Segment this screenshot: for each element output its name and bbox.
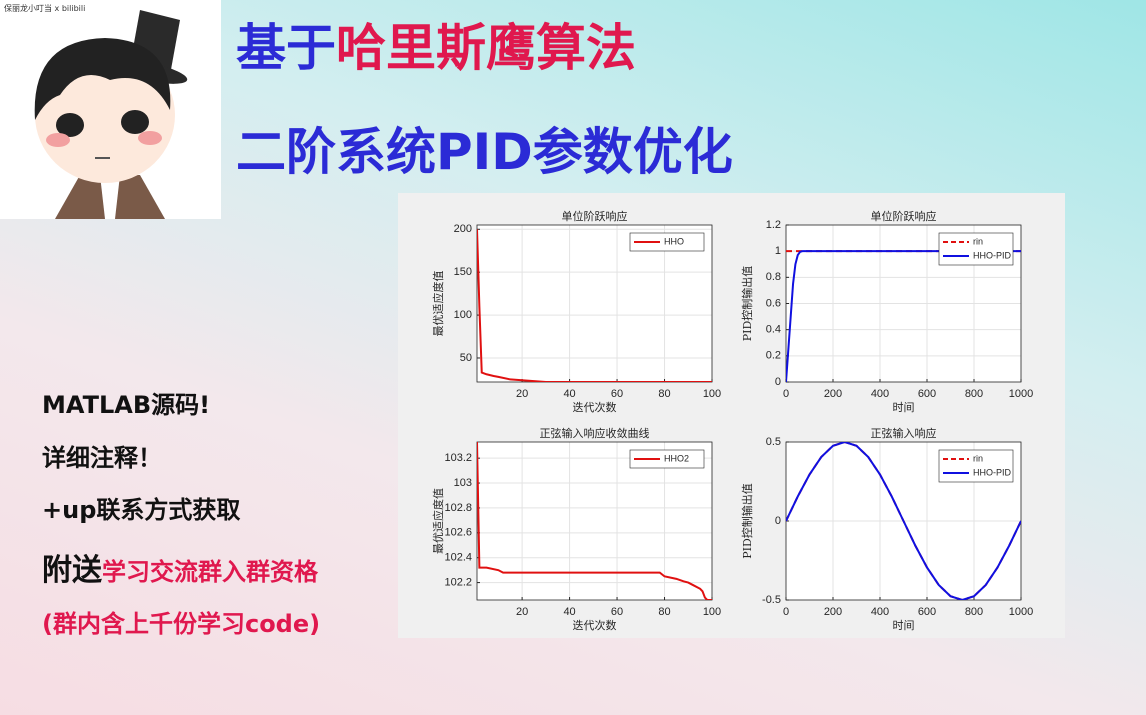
series-line: [477, 229, 712, 382]
chart: 0 200 400 600 800 1000 0 0.2 0.4 0.6 0.8 1 1.2 单位阶跃响应…: [740, 209, 1033, 414]
y-tick-label: 102.4: [444, 552, 472, 564]
x-tick-label: 1000: [1009, 606, 1033, 618]
chart-title: 单位阶跃响应: [562, 209, 628, 223]
legend-box: [629, 449, 705, 469]
axes-frame: [785, 224, 1022, 383]
y-tick-label: 0: [775, 376, 781, 388]
x-tick-label: 80: [658, 606, 670, 618]
y-tick-label: 102.8: [444, 502, 472, 514]
y-tick-label: 102.6: [444, 527, 472, 539]
x-tick-label: 80: [658, 388, 670, 400]
x-tick-label: 800: [965, 388, 983, 400]
axes-frame: [476, 441, 713, 601]
y-tick-label: 102.2: [444, 576, 472, 588]
legend-label: HHO2: [664, 453, 689, 463]
x-tick-label: 20: [516, 606, 528, 618]
x-tick-label: 40: [563, 388, 575, 400]
x-tick-label: 100: [703, 388, 721, 400]
chart: 20 40 60 80 100 102.2 102.4 102.6 102.8 103 103.2 正…: [431, 426, 721, 632]
headline-2: 二阶系统PID参数优化: [236, 112, 733, 184]
y-tick-label: 1: [775, 245, 781, 257]
y-tick-label: 103: [454, 477, 472, 489]
y-tick-label: -0.5: [762, 594, 781, 606]
legend-label: HHO-PID: [973, 467, 1012, 477]
x-tick-label: 0: [783, 388, 789, 400]
chart-title: 单位阶跃响应: [871, 209, 937, 223]
legend-label: HHO: [664, 236, 684, 246]
note: 附送学习交流群入群资格: [42, 545, 318, 589]
legend-box: [938, 449, 1014, 483]
x-tick-label: 0: [783, 606, 789, 618]
x-tick-label: 200: [824, 388, 842, 400]
y-axis-label: PID控制输出值: [740, 483, 754, 559]
y-tick-label: 0: [775, 515, 781, 527]
headline-1: 基于哈里斯鹰算法: [236, 8, 636, 80]
y-axis-label: 最优适应度值: [431, 488, 445, 554]
note-text: MATLAB源码!: [42, 391, 211, 419]
x-tick-label: 20: [516, 388, 528, 400]
y-axis-label: PID控制输出值: [740, 266, 754, 342]
y-tick-label: 0.2: [766, 350, 781, 362]
y-tick-label: 0.6: [766, 297, 781, 309]
x-tick-label: 400: [871, 606, 889, 618]
x-tick-label: 40: [563, 606, 575, 618]
x-tick-label: 60: [611, 388, 623, 400]
y-tick-label: 0.4: [766, 324, 781, 336]
legend-label: HHO-PID: [973, 250, 1012, 260]
chart-title: 正弦输入响应收敛曲线: [540, 426, 650, 440]
plot-area: [477, 442, 712, 600]
y-tick-label: 50: [460, 352, 472, 364]
x-tick-label: 800: [965, 606, 983, 618]
x-axis-label: 迭代次数: [573, 618, 617, 632]
legend-box: [938, 232, 1014, 266]
y-tick-label: 0.8: [766, 271, 781, 283]
note-text: 附送: [42, 553, 102, 588]
avatar-caption: 保丽龙小叮当 x bilibili: [4, 3, 85, 13]
y-tick-label: 200: [454, 223, 472, 235]
note-text: +up联系方式获取: [42, 496, 241, 524]
x-axis-label: 迭代次数: [573, 400, 617, 414]
chart: 0 200 400 600 800 1000-0.500.5正弦输入响应时间PID控制输出…: [740, 426, 1033, 632]
x-tick-label: 400: [871, 388, 889, 400]
headline-text: 二阶系统PID参数优化: [236, 123, 733, 181]
legend-label: rin: [973, 236, 983, 246]
y-tick-label: 1.2: [766, 219, 781, 231]
y-tick-label: 0.5: [766, 436, 781, 448]
avatar: 保丽龙小叮当 x bilibili: [0, 0, 221, 219]
note-text: 学习交流群入群资格: [102, 558, 318, 586]
y-axis-label: 最优适应度值: [431, 271, 445, 337]
x-axis-label: 时间: [893, 619, 915, 632]
x-tick-label: 200: [824, 606, 842, 618]
note: 详细注释！: [42, 438, 162, 473]
y-tick-label: 150: [454, 266, 472, 278]
headline-text: 哈里斯鹰算法: [336, 19, 636, 77]
series-line: [477, 442, 712, 600]
legend-label: rin: [973, 453, 983, 463]
note: +up联系方式获取: [42, 490, 240, 525]
headline-text: 基于: [236, 19, 336, 77]
y-tick-label: 103.2: [444, 452, 472, 464]
note-text: 详细注释！: [42, 444, 162, 472]
chart-title: 正弦输入响应: [871, 426, 937, 440]
x-tick-label: 100: [703, 606, 721, 618]
note: MATLAB源码!: [42, 385, 210, 420]
note: (群内含上千份学习code): [42, 604, 320, 639]
x-tick-label: 600: [918, 606, 936, 618]
legend-box: [629, 232, 705, 252]
x-tick-label: 60: [611, 606, 623, 618]
x-axis-label: 时间: [893, 401, 915, 414]
y-tick-label: 100: [454, 309, 472, 321]
series-line: [786, 250, 1021, 382]
note-text: (群内含上千份学习code): [42, 610, 321, 638]
x-tick-label: 600: [918, 388, 936, 400]
x-tick-label: 1000: [1009, 388, 1033, 400]
series-line: [786, 442, 1021, 600]
